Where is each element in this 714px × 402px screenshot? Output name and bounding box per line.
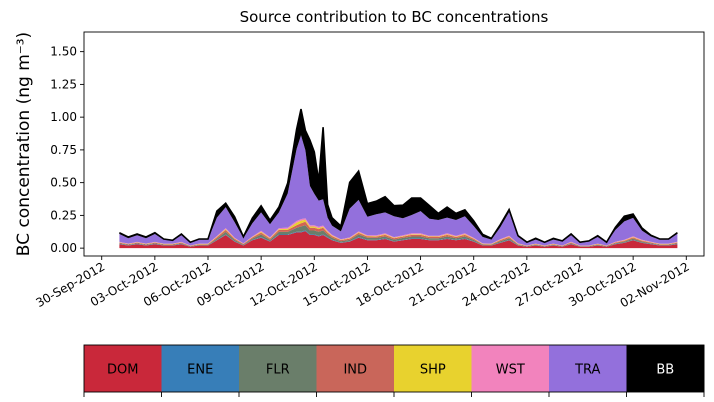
legend-label-ene: ENE: [187, 363, 213, 378]
legend-label-tra: TRA: [574, 363, 600, 378]
legend-label-dom: DOM: [107, 363, 138, 378]
legend-swatch-ene: [161, 345, 240, 392]
legend-label-wst: WST: [496, 363, 525, 378]
area-series-dom: [119, 231, 678, 249]
legend-label-shp: SHP: [420, 363, 446, 378]
y-tick-label: 0.25: [50, 208, 77, 222]
area-series-flr: [119, 225, 678, 247]
area-series-ind: [119, 221, 678, 247]
legend-swatch-wst: [471, 345, 550, 392]
chart-title: Source contribution to BC concentrations: [240, 8, 549, 26]
legend-swatch-bb: [626, 345, 705, 392]
axes-frame: [83, 31, 705, 257]
legend-swatch-dom: [84, 345, 162, 392]
y-axis: 0.00 0.25 0.50 0.75 1.00 1.25 1.50: [50, 45, 84, 255]
y-tick-label: 0.75: [50, 143, 77, 157]
y-axis-label: BC concentration (ng m⁻³): [14, 32, 34, 256]
legend-colorbar: DOM ENE FLR IND SHP WST TRA BB: [83, 344, 705, 397]
area-series-ene: [119, 230, 678, 247]
legend-swatch-tra: [549, 345, 627, 392]
y-tick-label: 0.00: [50, 241, 77, 255]
y-tick-label: 1.50: [50, 45, 77, 59]
y-tick-label: 1.00: [50, 110, 77, 124]
legend-label-flr: FLR: [266, 363, 290, 378]
area-series-tra: [119, 135, 678, 246]
y-tick-label: 0.50: [50, 176, 77, 190]
legend-label-ind: IND: [343, 363, 367, 378]
x-axis: 30-Sep-201203-Oct-201206-Oct-201209-Oct-…: [33, 256, 692, 310]
legend-label-bb: BB: [656, 363, 674, 378]
y-tick-label: 1.25: [50, 77, 77, 91]
legend-swatch-ind: [316, 345, 395, 392]
plot-area: [119, 108, 678, 249]
legend-swatch-shp: [394, 345, 472, 392]
total-line: [119, 108, 678, 244]
legend-swatch-flr: [239, 345, 317, 392]
